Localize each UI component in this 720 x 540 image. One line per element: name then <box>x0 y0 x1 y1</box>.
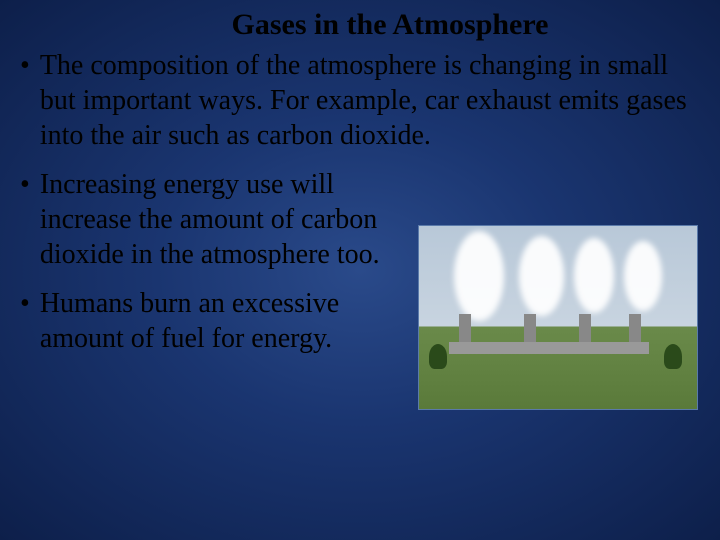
bullet-text: The composition of the atmosphere is cha… <box>40 48 700 153</box>
bullet-text: Humans burn an excessive amount of fuel … <box>40 286 420 356</box>
bullet-marker: • <box>20 286 30 321</box>
smoke-plume <box>574 238 614 313</box>
factory-image <box>418 225 698 410</box>
bullet-text: Increasing energy use will increase the … <box>40 167 420 272</box>
smoke-plume <box>454 231 504 321</box>
slide-title: Gases in the Atmosphere <box>20 8 700 42</box>
smoke-plume <box>624 241 662 311</box>
bullet-marker: • <box>20 48 30 83</box>
slide-container: Gases in the Atmosphere • The compositio… <box>0 0 720 540</box>
bullet-item: • The composition of the atmosphere is c… <box>20 48 700 153</box>
plant-building <box>449 342 649 354</box>
smoke-plume <box>519 236 564 316</box>
bullet-marker: • <box>20 167 30 202</box>
tree <box>664 344 682 369</box>
tree <box>429 344 447 369</box>
